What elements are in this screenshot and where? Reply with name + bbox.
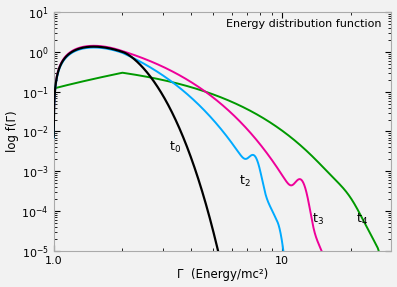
X-axis label: Γ  (Energy/mc²): Γ (Energy/mc²)	[177, 268, 268, 282]
Text: t$_2$: t$_2$	[239, 174, 251, 189]
Text: t$_4$: t$_4$	[356, 212, 368, 227]
Text: t$_3$: t$_3$	[312, 212, 324, 227]
Y-axis label: log f(Γ): log f(Γ)	[6, 111, 19, 152]
Text: Energy distribution function: Energy distribution function	[226, 19, 381, 29]
Text: t$_0$: t$_0$	[169, 140, 181, 155]
